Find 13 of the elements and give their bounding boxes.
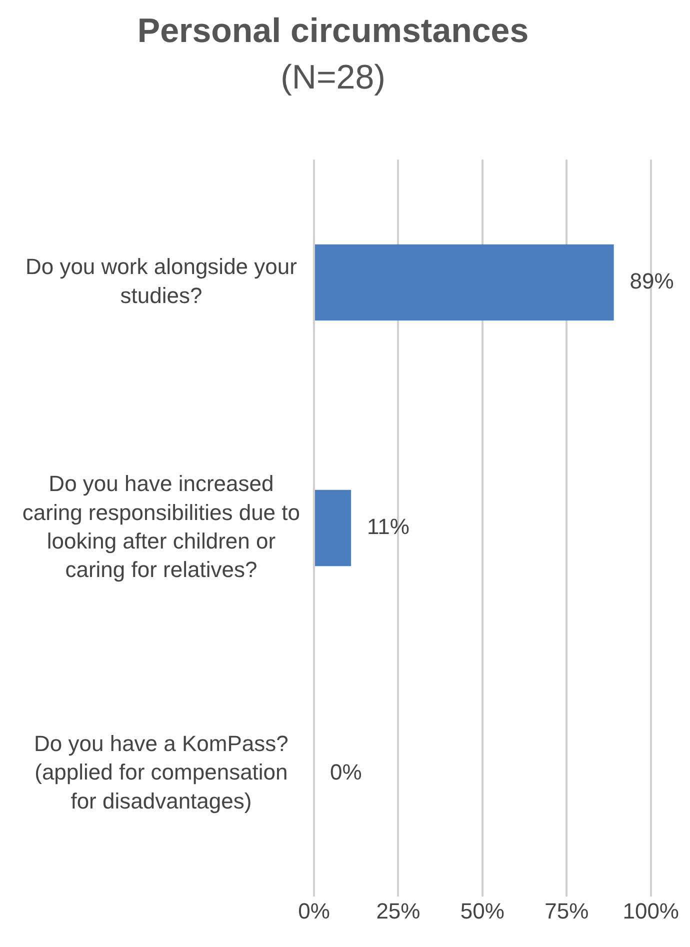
x-tick-label: 25% (376, 898, 420, 924)
chart-subtitle: (N=28) (280, 58, 386, 97)
data-label: 11% (367, 514, 410, 540)
y-tick-label: Do you have increased caring responsibilities due to looking after children or caring for relatives? (22, 471, 300, 582)
y-tick-label: Do you have a KomPass? (applied for compensation for disadvantages) (34, 731, 288, 814)
data-label: 89% (630, 268, 674, 294)
x-tick-label: 50% (460, 898, 504, 924)
x-tick-label: 0% (298, 898, 330, 924)
x-tick-label: 100% (622, 898, 680, 924)
chart-title: Personal circumstances (137, 12, 529, 50)
data-label: 0% (330, 760, 362, 785)
y-tick-label: Do you work alongside your studies? (25, 254, 297, 308)
x-tick-label: 75% (544, 898, 589, 924)
